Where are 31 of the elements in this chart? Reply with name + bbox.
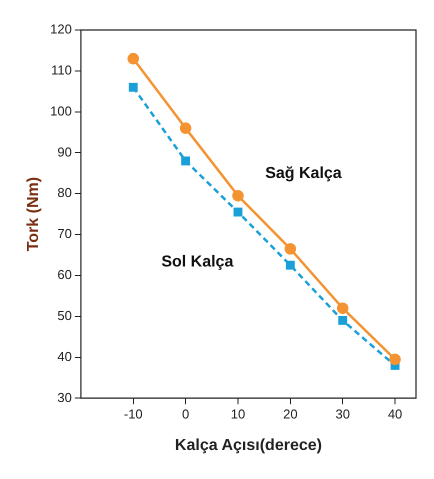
- x-tick-label: -10: [124, 406, 143, 422]
- y-tick-label: 90: [57, 144, 72, 160]
- x-axis-title: Kalça Açısı(derece): [174, 436, 322, 454]
- y-tick-label: 120: [50, 22, 72, 37]
- point: [389, 354, 401, 366]
- y-tick-label: 30: [57, 390, 72, 405]
- x-tick-label: 20: [283, 406, 298, 422]
- x-tick-label: 0: [182, 406, 190, 422]
- x-tick-label: 30: [335, 406, 350, 422]
- x-tick-label: 40: [388, 406, 402, 422]
- y-tick-label: 110: [51, 62, 72, 78]
- point: [128, 82, 138, 92]
- y-tick-label: 50: [57, 308, 72, 323]
- text: Sol Kalça: [161, 253, 234, 270]
- point: [234, 208, 242, 216]
- point: [128, 52, 139, 64]
- y-tick-label: 40: [57, 348, 72, 364]
- y-tick-label: 80: [57, 185, 72, 200]
- point: [284, 243, 296, 255]
- point: [286, 260, 295, 270]
- y-axis-title: Tork (Nm): [25, 176, 42, 252]
- x-tick-label: 10: [230, 406, 246, 422]
- point: [181, 156, 190, 166]
- point: [180, 122, 192, 134]
- point: [336, 302, 348, 314]
- y-tick-label: 100: [50, 103, 72, 118]
- point: [232, 190, 244, 202]
- y-tick-label: 70: [57, 226, 72, 242]
- y-tick-label: 60: [57, 267, 72, 282]
- series-label: Sağ Kalça: [265, 165, 342, 182]
- point: [338, 316, 348, 325]
